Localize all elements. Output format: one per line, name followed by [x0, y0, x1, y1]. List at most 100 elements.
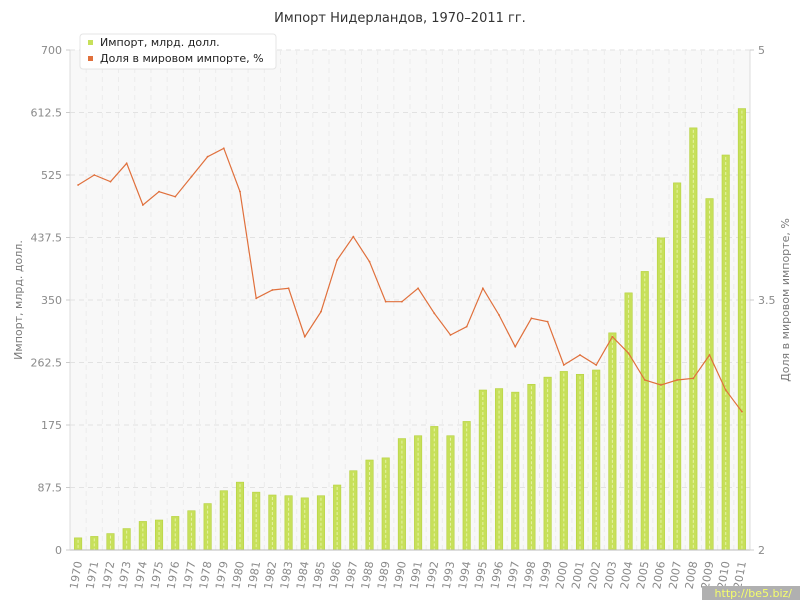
x-tick-label: 1977: [181, 560, 199, 590]
line-point: [708, 354, 711, 356]
y-axis-label: Импорт, млрд. долл.: [12, 240, 25, 360]
y-tick-label: 612.5: [31, 107, 63, 120]
line-point: [481, 287, 484, 290]
line-point: [643, 379, 646, 381]
bar: [74, 537, 83, 551]
legend-box: [79, 33, 277, 70]
x-tick-label: 1971: [84, 560, 102, 590]
line-point: [401, 300, 403, 303]
x-tick-label: 1975: [148, 560, 166, 590]
watermark: http://be5.biz/: [702, 586, 800, 600]
line-point: [190, 175, 193, 178]
chart-title: Импорт Нидерландов, 1970–2011 гг.: [274, 11, 526, 26]
y-tick-label: 262.5: [31, 357, 63, 370]
watermark-text: http://be5.biz/: [715, 587, 793, 600]
legend-swatch-share: [88, 56, 93, 61]
x-tick-label: 2006: [650, 560, 668, 590]
line-point: [303, 335, 306, 338]
x-tick-label: 1974: [132, 560, 150, 590]
legend: Импорт, млрд. долл. Доля в мировом импор…: [79, 33, 277, 70]
x-tick-label: 1981: [245, 560, 263, 590]
x-tick-label: 2011: [731, 560, 749, 590]
line-point: [368, 260, 371, 263]
x-tick-label: 2000: [553, 560, 571, 590]
line-point: [320, 310, 322, 313]
y-tick-label: 350: [41, 294, 62, 307]
line-point: [546, 320, 549, 323]
x-tick-label: 1990: [391, 560, 409, 590]
x-tick-label: 1996: [488, 560, 506, 590]
watermark-bg: [702, 586, 800, 600]
x-tick-label: 1999: [537, 560, 555, 590]
x-tick-label: 1989: [375, 560, 393, 590]
x-tick-label: 1980: [229, 560, 247, 590]
line-point: [384, 300, 387, 303]
x-tick-label: 2009: [699, 560, 717, 590]
x-tick-label: 1995: [472, 560, 490, 590]
x-tick-label: 1976: [165, 560, 183, 590]
x-tick-label: 2004: [618, 560, 636, 590]
x-tick-label: 1979: [213, 560, 231, 590]
line-point: [93, 174, 96, 176]
line-point: [562, 364, 565, 366]
bar: [737, 108, 746, 551]
x-tick-label: 2001: [569, 560, 587, 590]
x-tick-label: 1988: [359, 560, 377, 590]
y2-axis-ticks: 23.55: [750, 44, 776, 557]
bar: [543, 376, 552, 551]
line-point: [530, 317, 533, 320]
x-tick-label: 1973: [116, 560, 134, 590]
y-axis-ticks: 0 87.5 175 262.5 350 437.5 525 612.5 700: [31, 44, 70, 557]
line-point: [125, 162, 128, 165]
line-point: [174, 195, 177, 198]
x-tick-label: 1983: [278, 560, 296, 590]
grid: [70, 49, 750, 550]
line-point: [676, 379, 679, 381]
line-point: [222, 147, 225, 150]
line-point: [287, 287, 290, 290]
line-point: [433, 312, 436, 315]
line-point: [109, 180, 112, 183]
line-point: [627, 352, 630, 355]
x-tick-label: 1982: [262, 560, 280, 590]
x-tick-label: 1993: [440, 560, 458, 590]
bar: [656, 237, 665, 551]
legend-label-import: Импорт, млрд. долл.: [100, 36, 220, 49]
x-axis-ticks: 1970197119721973197419751976197719781979…: [67, 560, 748, 590]
x-tick-label: 1992: [424, 560, 442, 590]
line-point: [255, 297, 258, 300]
x-tick-label: 2003: [602, 560, 620, 590]
line-point: [514, 345, 517, 348]
x-tick-label: 1978: [197, 560, 215, 590]
x-tick-label: 2005: [634, 560, 652, 590]
y-tick-label: 87.5: [38, 482, 63, 495]
line-point: [741, 410, 743, 413]
y2-tick-label: 3.5: [758, 294, 776, 307]
y-tick-label: 437.5: [31, 232, 63, 245]
x-tick-label: 1997: [505, 560, 523, 590]
line-point: [239, 190, 241, 193]
x-tick-label: 2002: [585, 560, 603, 590]
y-tick-label: 175: [41, 419, 62, 432]
line-point: [595, 364, 598, 366]
legend-swatch-import: [88, 40, 93, 45]
bar-series: [74, 108, 746, 551]
x-tick-label: 2008: [683, 560, 701, 590]
x-tick-label: 2007: [666, 560, 684, 590]
line-point: [465, 325, 468, 328]
y-tick-label: 525: [41, 169, 62, 182]
x-tick-label: 1994: [456, 560, 474, 590]
line-point: [141, 204, 144, 206]
x-tick-label: 2010: [715, 560, 733, 590]
line-point: [449, 334, 452, 336]
x-tick-label: 1970: [67, 560, 85, 590]
legend-label-share: Доля в мировом импорте, %: [100, 52, 264, 65]
line-series: [77, 147, 743, 413]
x-tick-label: 1984: [294, 560, 312, 590]
line-point: [579, 354, 581, 356]
line-point: [692, 377, 695, 380]
line-point: [611, 335, 614, 338]
y2-tick-label: 5: [758, 44, 765, 57]
line-point: [352, 235, 355, 238]
